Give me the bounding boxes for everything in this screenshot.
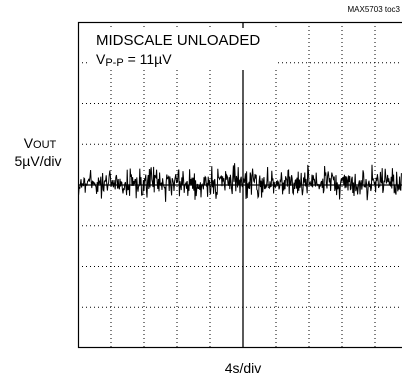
y-label: VOUT	[24, 135, 57, 151]
noise-trace	[78, 163, 401, 202]
annotation-part: = 11µV	[124, 51, 173, 67]
y-scale: 5µV/div	[15, 153, 62, 169]
y-label-sub: OUT	[33, 139, 57, 151]
figure-tag: MAX5703 toc3	[348, 5, 401, 14]
x-scale: 4s/div	[225, 360, 262, 376]
annotation: MIDSCALE UNLOADED	[96, 32, 260, 49]
annotation-subscript: P-P	[105, 57, 123, 69]
